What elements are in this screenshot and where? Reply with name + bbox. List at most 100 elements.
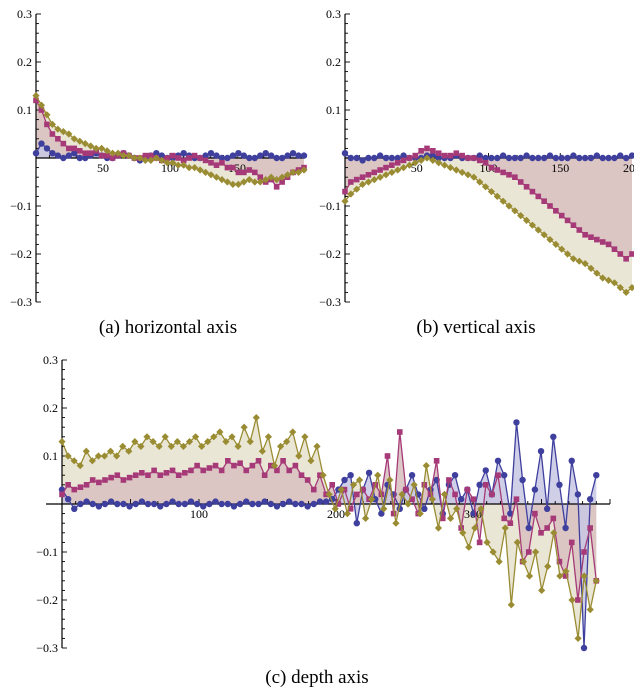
- data-point-magenta: [66, 145, 72, 152]
- caption-depth-axis: (c) depth axis: [265, 667, 368, 688]
- data-point-blue: [286, 498, 293, 505]
- y-tick-label: −0.2: [319, 247, 341, 261]
- y-tick-label: 0.3: [43, 353, 58, 367]
- data-point-magenta: [599, 239, 606, 245]
- data-point-magenta: [347, 506, 354, 512]
- data-point-magenta: [257, 174, 264, 180]
- data-point-olive: [487, 188, 496, 196]
- data-point-olive: [341, 197, 349, 205]
- data-point-magenta: [553, 208, 559, 214]
- data-point-magenta: [246, 167, 253, 173]
- data-point-magenta: [335, 501, 342, 507]
- data-point-olive: [569, 255, 578, 263]
- data-point-olive: [452, 166, 460, 174]
- data-point-olive: [155, 442, 163, 450]
- data-point-blue: [267, 152, 275, 159]
- data-point-magenta: [298, 472, 305, 478]
- data-point-olive: [477, 505, 485, 513]
- data-point-blue: [77, 500, 84, 508]
- data-point-olive: [114, 149, 122, 157]
- x-tick-label: 150: [551, 161, 569, 175]
- data-point-magenta: [575, 597, 581, 603]
- data-point-magenta: [342, 188, 348, 195]
- data-point-olive: [149, 438, 157, 446]
- data-point-magenta: [310, 486, 317, 493]
- data-point-olive: [544, 562, 552, 570]
- data-point-olive: [417, 156, 425, 164]
- data-point-olive: [528, 221, 537, 229]
- data-point-olive: [212, 173, 221, 181]
- data-point-magenta: [218, 467, 225, 474]
- data-point-olive: [229, 180, 237, 188]
- data-point-magenta: [71, 145, 78, 152]
- data-point-olive: [440, 490, 449, 498]
- data-point-olive: [470, 173, 478, 181]
- data-point-blue: [218, 500, 225, 508]
- data-point-magenta: [396, 429, 403, 435]
- data-point-magenta: [82, 150, 89, 156]
- data-point-blue: [304, 503, 311, 510]
- data-point-blue: [388, 154, 396, 162]
- data-point-blue: [54, 152, 62, 159]
- data-point-magenta: [273, 184, 280, 190]
- data-point-blue: [499, 152, 507, 159]
- data-point-blue: [150, 500, 158, 508]
- data-point-blue: [611, 154, 618, 162]
- data-point-magenta: [96, 479, 102, 486]
- data-point-magenta: [274, 467, 280, 474]
- data-point-magenta: [360, 486, 366, 493]
- data-point-blue: [153, 150, 160, 157]
- data-point-olive: [428, 495, 436, 503]
- y-tick-label: −0.2: [10, 247, 32, 261]
- data-point-magenta: [230, 164, 236, 171]
- data-point-olive: [167, 442, 175, 450]
- data-point-olive: [283, 438, 291, 446]
- y-tick-label: 0.1: [326, 103, 341, 117]
- data-point-magenta: [558, 212, 565, 219]
- data-point-olive: [207, 171, 215, 179]
- data-point-blue: [494, 457, 502, 464]
- data-point-blue: [169, 498, 176, 505]
- data-point-magenta: [629, 251, 634, 257]
- data-point-olive: [568, 596, 576, 604]
- data-point-olive: [43, 111, 51, 119]
- data-point-magenta: [212, 462, 219, 469]
- data-point-magenta: [132, 472, 139, 478]
- data-point-blue: [550, 433, 557, 440]
- data-point-olive: [538, 586, 546, 594]
- data-point-blue: [212, 498, 219, 505]
- data-point-blue: [531, 486, 539, 493]
- data-point-blue: [586, 496, 594, 503]
- fill-areas: [62, 417, 597, 648]
- data-point-magenta: [175, 155, 182, 161]
- data-point-magenta: [494, 167, 501, 173]
- data-point-magenta: [225, 458, 231, 464]
- data-point-magenta: [471, 155, 477, 161]
- data-point-magenta: [459, 152, 465, 159]
- data-point-blue: [257, 152, 264, 159]
- data-point-olive: [434, 524, 443, 532]
- data-point-blue: [292, 500, 299, 508]
- data-point-olive: [376, 173, 384, 181]
- data-point-magenta: [219, 160, 225, 166]
- data-point-olive: [179, 442, 188, 450]
- data-point-magenta: [564, 217, 571, 224]
- series-layer: [32, 92, 308, 190]
- data-point-magenta: [89, 477, 96, 483]
- data-point-olive: [301, 433, 309, 441]
- data-point-magenta: [365, 172, 372, 178]
- data-point-blue: [593, 152, 601, 159]
- data-point-magenta: [163, 470, 170, 476]
- data-point-blue: [482, 467, 489, 474]
- data-point-blue: [224, 500, 232, 508]
- data-point-blue: [476, 152, 483, 159]
- x-tick-label: 200: [623, 161, 634, 175]
- data-point-olive: [446, 164, 455, 172]
- data-point-olive: [283, 171, 292, 179]
- data-point-magenta: [38, 107, 45, 113]
- data-point-magenta: [513, 496, 520, 502]
- data-point-blue: [157, 503, 164, 510]
- data-point-olive: [240, 423, 248, 431]
- data-point-magenta: [148, 152, 154, 159]
- data-point-blue: [43, 145, 51, 152]
